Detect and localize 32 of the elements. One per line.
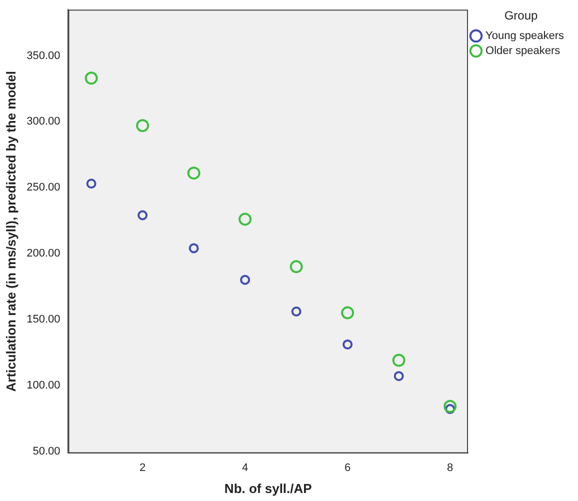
point: [138, 210, 148, 220]
point: [240, 274, 250, 285]
legend-label: Young speakers: [486, 30, 564, 42]
y-axis-title: Articulation rate (in ms/syll), predicted by the model: [3, 71, 18, 392]
point: [341, 306, 354, 320]
point: [187, 166, 200, 180]
x-tick-label: 6: [344, 462, 351, 474]
y-tick-label: 100.00: [26, 379, 60, 392]
y-tick-label: 350.00: [26, 50, 60, 62]
point: [291, 306, 302, 316]
point: [290, 260, 303, 274]
legend-title: Group: [504, 8, 538, 22]
y-tick-label: 200.00: [26, 248, 60, 260]
point: [342, 339, 353, 350]
x-tick-label: 2: [140, 462, 146, 474]
legend-label: Older speakers: [486, 44, 561, 57]
y-tick-label: 150.00: [26, 313, 60, 326]
point: [136, 119, 150, 132]
point: [392, 354, 406, 367]
point: [238, 212, 252, 226]
point: [188, 243, 199, 254]
x-tick-label: 4: [242, 462, 248, 474]
x-axis-title: Nb. of syll./AP: [224, 480, 312, 496]
point: [86, 178, 96, 189]
y-tick-label: 50.00: [32, 445, 60, 458]
x-tick-label: 8: [447, 462, 454, 474]
point: [84, 72, 98, 85]
point: [394, 371, 404, 382]
y-tick-label: 250.00: [26, 182, 60, 194]
point: [444, 400, 457, 413]
point: [445, 404, 456, 414]
y-tick-label: 300.00: [26, 116, 60, 128]
